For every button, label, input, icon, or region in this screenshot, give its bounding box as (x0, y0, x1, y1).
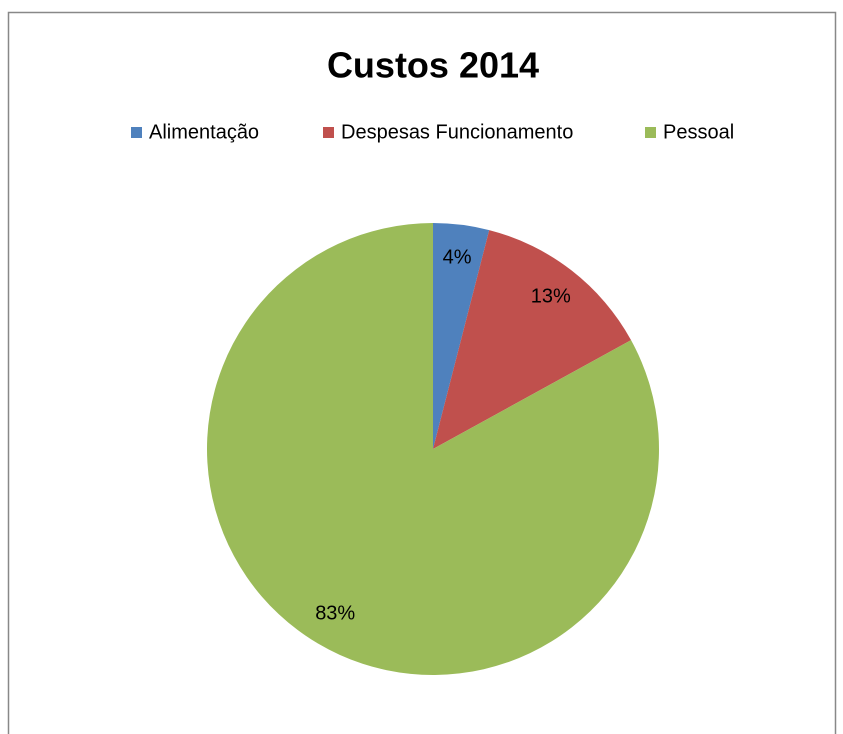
data-label: 13% (531, 285, 571, 307)
chart-title: Custos 2014 (327, 45, 539, 86)
chart-border (7, 11, 837, 734)
legend-swatch (323, 127, 334, 138)
data-label: 83% (315, 603, 355, 625)
legend-label: Despesas Funcionamento (341, 121, 573, 143)
legend-label: Alimentação (149, 121, 259, 143)
legend-swatch (131, 127, 142, 138)
pie-slice (207, 223, 659, 676)
legend-swatch (645, 127, 656, 138)
data-label: 4% (443, 247, 472, 269)
pie-slice (433, 230, 632, 449)
pie-slice (433, 223, 490, 449)
legend-label: Pessoal (663, 121, 734, 143)
